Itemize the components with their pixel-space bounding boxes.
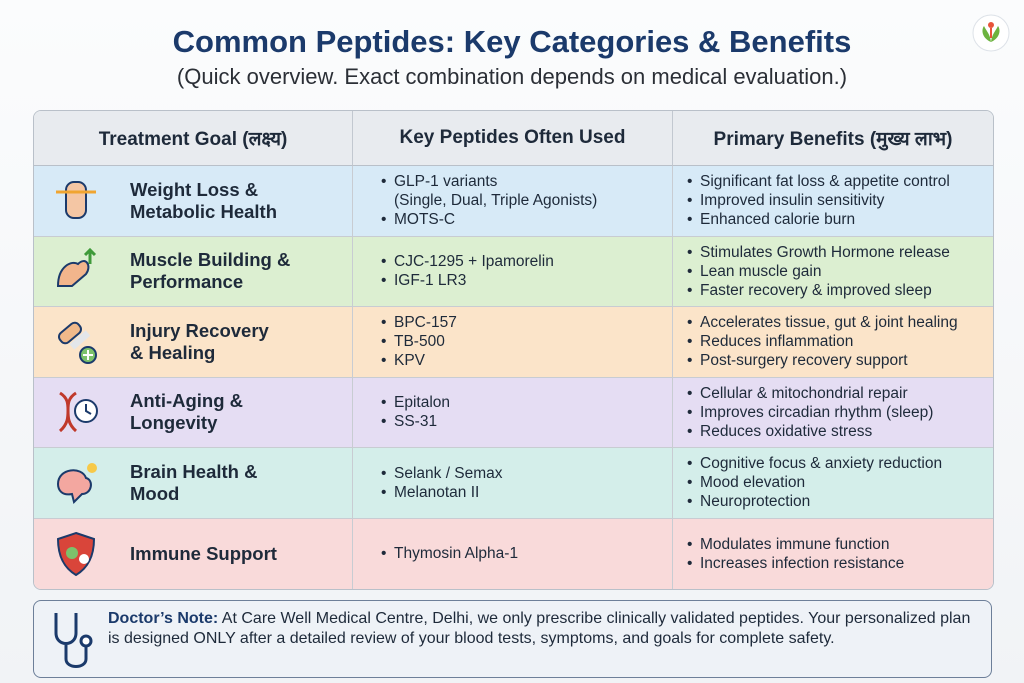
benefits-cell: Accelerates tissue, gut & joint healingR… — [673, 307, 993, 378]
column-header: Primary Benefits (मुख्य लाभ) — [673, 111, 993, 166]
benefit: Stimulates Growth Hormone release — [687, 243, 993, 262]
peptide: KPV — [381, 351, 672, 370]
goal-label: Muscle Building & Performance — [130, 249, 291, 293]
benefit: Post-surgery recovery support — [687, 351, 993, 370]
benefit: Improved insulin sensitivity — [687, 191, 993, 210]
benefit: Enhanced calorie burn — [687, 210, 993, 229]
goal-cell: Brain Health & Mood — [34, 448, 353, 519]
goal-cell: Weight Loss & Metabolic Health — [34, 166, 353, 237]
goal-label: Weight Loss & Metabolic Health — [130, 178, 277, 222]
goal-icon — [56, 462, 97, 504]
benefit: Significant fat loss & appetite control — [687, 172, 993, 191]
note-text: Doctor’s Note: At Care Well Medical Cent… — [108, 609, 978, 649]
benefits-cell: Modulates immune functionIncreases infec… — [673, 518, 993, 589]
goal-icon — [57, 321, 97, 364]
peptide: IGF-1 LR3 — [381, 271, 672, 290]
goal-label: Injury Recovery & Healing — [130, 319, 269, 363]
goal-label: Immune Support — [130, 542, 277, 564]
goal-cell: Immune Support — [34, 518, 353, 589]
benefit: Reduces oxidative stress — [687, 422, 993, 441]
peptide: Epitalon — [381, 393, 672, 412]
peptides-cell: Thymosin Alpha-1 — [353, 518, 673, 589]
peptides-cell: GLP-1 variants (Single, Dual, Triple Ago… — [353, 166, 673, 237]
note-body: At Care Well Medical Centre, Delhi, we o… — [108, 610, 971, 647]
peptide: GLP-1 variants (Single, Dual, Triple Ago… — [381, 172, 672, 210]
benefits-cell: Stimulates Growth Hormone releaseLean mu… — [673, 236, 993, 307]
benefits-cell: Significant fat loss & appetite controlI… — [673, 166, 993, 237]
column-header: Treatment Goal (लक्ष्य) — [34, 111, 353, 166]
goal-icon — [56, 248, 97, 288]
benefit: Mood elevation — [687, 473, 993, 492]
goal-label: Brain Health & Mood — [130, 460, 258, 504]
benefit: Lean muscle gain — [687, 262, 993, 281]
peptides-cell: Selank / SemaxMelanotan II — [353, 448, 673, 519]
table: Treatment Goal (लक्ष्य) Key Peptides Ofte… — [33, 110, 994, 590]
benefit: Modulates immune function — [687, 535, 993, 554]
benefit: Cognitive focus & anxiety reduction — [687, 454, 993, 473]
title: Common Peptides: Key Categories & Benefi… — [172, 24, 852, 59]
peptide: Melanotan II — [381, 483, 672, 502]
peptide: CJC-1295 + Ipamorelin — [381, 252, 672, 271]
peptide: Selank / Semax — [381, 464, 672, 483]
peptides-cell: EpitalonSS-31 — [353, 377, 673, 448]
logo — [972, 14, 1010, 52]
column-header: Key Peptides Often Used — [353, 111, 673, 166]
goal-cell: Anti-Aging & Longevity — [34, 377, 353, 448]
goal-icon — [56, 531, 96, 576]
peptide: SS-31 — [381, 412, 672, 431]
benefit: Neuroprotection — [687, 492, 993, 511]
peptide: TB-500 — [381, 332, 672, 351]
goal-label: Anti-Aging & Longevity — [130, 390, 244, 434]
benefit: Cellular & mitochondrial repair — [687, 384, 993, 403]
doctor-note: Doctor’s Note: At Care Well Medical Cent… — [33, 600, 992, 678]
peptides-cell: CJC-1295 + IpamorelinIGF-1 LR3 — [353, 236, 673, 307]
goal-cell: Muscle Building & Performance — [34, 236, 353, 307]
peptide: Thymosin Alpha-1 — [381, 544, 672, 563]
goal-icon — [56, 180, 96, 219]
peptide: BPC-157 — [381, 313, 672, 332]
peptides-cell: BPC-157TB-500KPV — [353, 307, 673, 378]
benefit: Improves circadian rhythm (sleep) — [687, 403, 993, 422]
goal-icon — [58, 391, 98, 433]
benefits-cell: Cellular & mitochondrial repairImproves … — [673, 377, 993, 448]
note-label: Doctor’s Note: — [108, 610, 219, 627]
benefit: Faster recovery & improved sleep — [687, 281, 993, 300]
peptide: MOTS-C — [381, 210, 672, 229]
goal-cell: Injury Recovery & Healing — [34, 307, 353, 378]
benefits-cell: Cognitive focus & anxiety reductionMood … — [673, 448, 993, 519]
benefit: Increases infection resistance — [687, 554, 993, 573]
benefit: Accelerates tissue, gut & joint healing — [687, 313, 993, 332]
stethoscope-icon — [54, 613, 93, 668]
subtitle: (Quick overview. Exact combination depen… — [176, 64, 848, 89]
benefit: Reduces inflammation — [687, 332, 993, 351]
